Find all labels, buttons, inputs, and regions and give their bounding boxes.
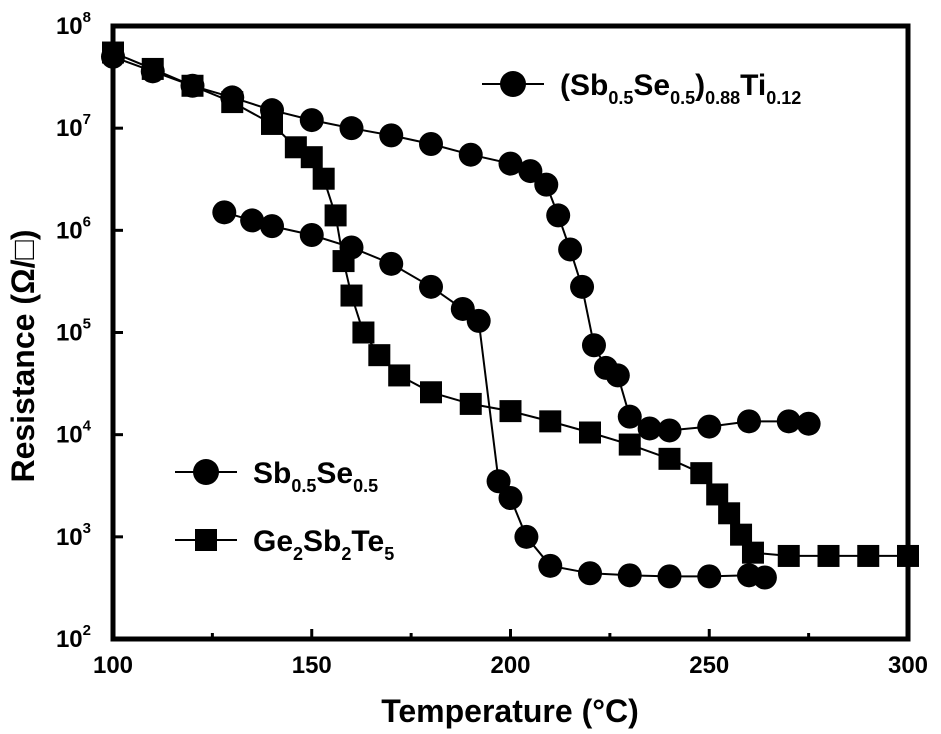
legend-label: Ge2Sb2Te5 — [253, 525, 394, 564]
data-point — [299, 223, 324, 248]
data-point — [690, 462, 713, 485]
data-point — [340, 284, 363, 307]
data-point — [212, 200, 237, 225]
data-point — [466, 308, 491, 333]
legend-marker — [500, 71, 526, 97]
data-point — [741, 541, 764, 564]
data-point — [459, 392, 482, 415]
data-point — [558, 237, 583, 262]
data-point — [458, 142, 483, 167]
y-tick-label: 103 — [56, 520, 91, 551]
data-point — [352, 321, 375, 344]
data-point — [737, 409, 761, 434]
data-point — [514, 524, 539, 549]
data-point — [181, 74, 204, 97]
x-tick-label: 200 — [490, 652, 530, 679]
data-point — [718, 502, 741, 525]
sbse-series — [212, 200, 777, 590]
legend-marker — [193, 459, 219, 485]
data-point — [379, 123, 404, 148]
gst-series — [102, 41, 919, 567]
y-tick-label: 102 — [56, 622, 91, 653]
data-point — [538, 553, 563, 578]
data-point — [499, 400, 522, 423]
legend-entry: Sb0.5Se0.5 — [175, 457, 378, 496]
data-point — [697, 414, 722, 439]
x-tick-label: 250 — [689, 652, 729, 679]
data-point — [261, 112, 283, 135]
plot-frame — [110, 23, 911, 642]
data-point — [857, 544, 880, 567]
data-point — [388, 364, 411, 387]
legend-entry: Ge2Sb2Te5 — [175, 525, 394, 564]
y-tick-label: 105 — [56, 316, 91, 347]
legend-label: Sb0.5Se0.5 — [253, 457, 378, 496]
legend-entry: (Sb0.5Se0.5)0.88Ti0.12 — [482, 69, 801, 108]
data-point — [498, 485, 523, 510]
data-point — [618, 433, 641, 456]
data-point — [260, 214, 284, 239]
plot-area — [101, 41, 919, 590]
data-point — [730, 523, 753, 546]
data-point — [657, 564, 682, 589]
data-point — [419, 274, 443, 299]
data-point — [605, 363, 630, 388]
data-point — [817, 544, 840, 567]
data-point — [617, 563, 642, 588]
data-point — [579, 421, 601, 444]
y-tick-label: 106 — [56, 213, 91, 244]
data-point — [339, 116, 364, 141]
y-tick-label: 104 — [56, 418, 92, 449]
data-point — [379, 251, 404, 276]
data-point — [312, 167, 335, 190]
data-point — [546, 203, 571, 228]
data-point — [637, 416, 662, 441]
x-axis-title: Temperature (°C) — [381, 693, 639, 729]
data-point — [581, 333, 606, 358]
data-point — [420, 381, 442, 404]
legend-label: (Sb0.5Se0.5)0.88Ti0.12 — [560, 69, 801, 108]
y-tick-label: 107 — [56, 111, 91, 142]
data-point — [498, 151, 523, 176]
data-point — [657, 418, 682, 443]
y-tick-labels: 102 103 104 105 106 107 108 — [56, 9, 92, 653]
x-tick-label: 150 — [292, 652, 332, 679]
data-point — [752, 565, 777, 590]
data-point — [141, 57, 164, 80]
y-axis-title: Resistance (Ω/□) — [5, 229, 41, 482]
data-point — [776, 409, 801, 434]
data-point — [240, 208, 265, 233]
legend: (Sb0.5Se0.5)0.88Ti0.12 Sb0.5Se0.5 Ge2Sb2Te… — [175, 69, 801, 564]
data-point — [486, 469, 511, 494]
data-point — [539, 410, 562, 433]
data-point — [578, 561, 602, 586]
data-point — [706, 483, 729, 506]
data-point — [658, 447, 681, 470]
data-point — [221, 91, 244, 114]
data-point — [534, 172, 559, 197]
data-point — [796, 411, 821, 436]
data-point — [697, 564, 722, 589]
legend-marker — [195, 529, 217, 551]
data-point — [419, 131, 443, 156]
data-point — [570, 274, 595, 299]
data-point — [299, 108, 324, 133]
data-point — [777, 544, 800, 567]
y-tick-label: 108 — [56, 9, 91, 40]
data-point — [518, 159, 543, 184]
data-point — [300, 146, 323, 169]
x-tick-labels: 100 150 200 250 300 — [93, 652, 928, 679]
data-point — [332, 250, 355, 273]
data-point — [368, 344, 391, 367]
data-point — [617, 404, 642, 429]
x-tick-label: 300 — [888, 652, 928, 679]
data-point — [324, 204, 347, 227]
x-tick-label: 100 — [93, 652, 133, 679]
